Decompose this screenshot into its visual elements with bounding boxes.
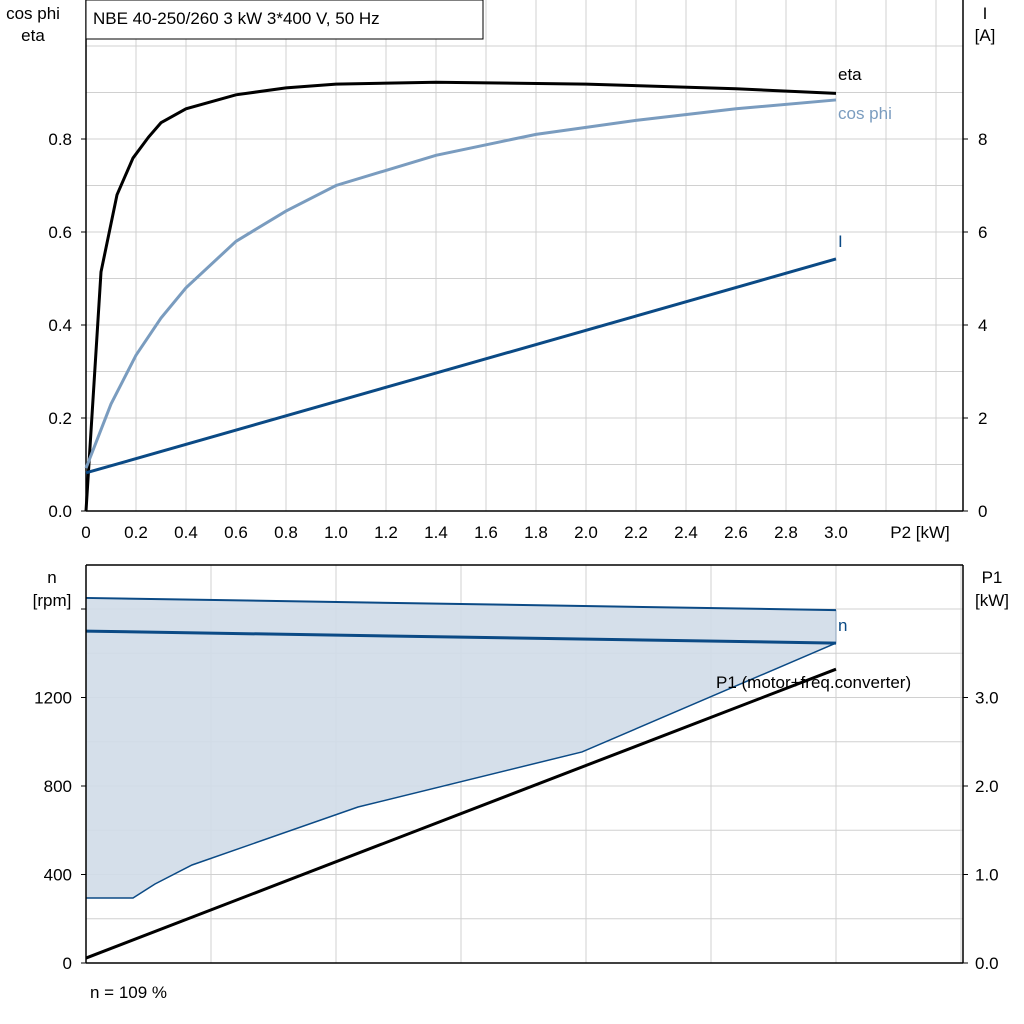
x-tick-label: 2.6 — [724, 523, 748, 542]
series-label-cos-phi: cos phi — [838, 104, 892, 123]
y-tick-label-right: 3.0 — [975, 689, 999, 708]
y-axis-label-left: cos phi — [6, 4, 60, 23]
series-label-n: n — [838, 616, 847, 635]
y-axis-label-left: n — [47, 568, 56, 587]
x-tick-label: 0.4 — [174, 523, 198, 542]
y-axis-label-right: [kW] — [975, 591, 1009, 610]
y-tick-label-right: 0.0 — [975, 954, 999, 973]
y-tick-label-left: 0.2 — [48, 409, 72, 428]
x-tick-label: 0.6 — [224, 523, 248, 542]
y-tick-label-right: 4 — [978, 316, 987, 335]
y-tick-label-left: 0.0 — [48, 502, 72, 521]
x-tick-label: 1.8 — [524, 523, 548, 542]
series-label-eta: eta — [838, 65, 862, 84]
series-line-n — [85, 629, 837, 645]
x-axis-label: P2 [kW] — [890, 523, 950, 542]
y-tick-label-left: 400 — [44, 866, 72, 885]
y-tick-label-left: 0 — [63, 954, 72, 973]
title-box — [85, 0, 484, 40]
x-tick-label: 2.4 — [674, 523, 698, 542]
y-tick-label-left: 0.6 — [48, 223, 72, 242]
y-axis-label-right: P1 — [982, 568, 1003, 587]
chart-title: NBE 40-250/260 3 kW 3*400 V, 50 Hz — [93, 9, 380, 28]
x-tick-label: 2.8 — [774, 523, 798, 542]
series-line-n-max — [85, 596, 837, 612]
series-line-I — [85, 257, 837, 475]
y-tick-label-left: 0.4 — [48, 316, 72, 335]
series-line-cos-phi — [84, 98, 837, 469]
y-tick-label-right: 1.0 — [975, 866, 999, 885]
x-tick-label: 2.0 — [574, 523, 598, 542]
x-tick-label: 0.8 — [274, 523, 298, 542]
y-tick-label-right: 8 — [978, 130, 987, 149]
series-label-I: I — [838, 232, 843, 251]
y-axis-label-left: eta — [21, 26, 45, 45]
y-tick-label-left: 0.8 — [48, 130, 72, 149]
x-tick-label: 3.0 — [824, 523, 848, 542]
x-tick-label: 1.6 — [474, 523, 498, 542]
y-tick-label-left: 800 — [44, 777, 72, 796]
x-tick-label: 2.2 — [624, 523, 648, 542]
y-tick-label-right: 6 — [978, 223, 987, 242]
speed-percentage: n = 109 % — [90, 983, 167, 1002]
series-label-P1: P1 (motor+freq.converter) — [716, 673, 911, 692]
series-line-n-min — [86, 642, 837, 899]
x-tick-label: 1.4 — [424, 523, 448, 542]
y-tick-label-right: 2 — [978, 409, 987, 428]
y-tick-label-right: 2.0 — [975, 777, 999, 796]
speed-range-area — [86, 597, 836, 898]
x-tick-label: 0.2 — [124, 523, 148, 542]
x-tick-label: 0 — [81, 523, 90, 542]
y-axis-label-left: [rpm] — [33, 591, 72, 610]
series-line-P1 — [85, 667, 837, 960]
y-tick-label-right: 0 — [978, 502, 987, 521]
y-axis-label-right: [A] — [975, 26, 996, 45]
y-tick-label-left: 1200 — [34, 689, 72, 708]
y-axis-label-right: I — [983, 4, 988, 23]
x-tick-label: 1.0 — [324, 523, 348, 542]
series-line-eta — [84, 80, 837, 512]
x-tick-label: 1.2 — [374, 523, 398, 542]
